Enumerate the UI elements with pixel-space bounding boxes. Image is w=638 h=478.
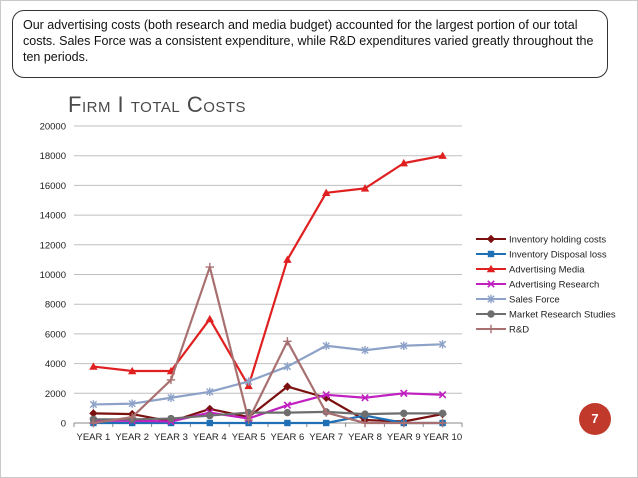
y-tick-label: 10000 <box>40 270 66 281</box>
data-point-inventory-disposal-loss <box>206 419 213 427</box>
y-tick-label: 14000 <box>40 211 66 222</box>
y-tick-label: 6000 <box>45 329 66 340</box>
series-line-inventory-disposal-loss <box>93 414 443 425</box>
data-point-r-d <box>89 418 98 428</box>
x-tick-label: YEAR 9 <box>387 432 421 443</box>
data-point-sales-force <box>128 399 136 408</box>
x-tick-label: YEAR 1 <box>77 432 111 443</box>
data-point-inventory-disposal-loss <box>284 419 291 427</box>
legend-marker-sales-force <box>487 294 495 304</box>
data-point-inventory-holding-costs <box>283 382 292 391</box>
y-tick-label: 0 <box>61 419 66 430</box>
data-point-market-research-studies <box>206 411 214 420</box>
legend-label-inventory-holding-costs: Inventory holding costs <box>509 235 606 246</box>
x-tick-label: YEAR 4 <box>193 432 227 443</box>
data-point-sales-force <box>400 341 408 350</box>
data-point-advertising-research <box>400 389 408 398</box>
data-point-advertising-media <box>360 184 370 192</box>
data-point-inventory-disposal-loss <box>129 419 136 427</box>
chart-title: Firm I total Costs <box>68 92 246 118</box>
data-point-sales-force <box>89 400 98 409</box>
legend-marker-market-research-studies <box>487 310 495 318</box>
legend-label-r-d: R&D <box>509 325 529 336</box>
data-point-sales-force <box>322 341 330 350</box>
series-line-advertising-media <box>93 154 443 387</box>
legend-label-market-research-studies: Market Research Studies <box>509 310 616 321</box>
data-point-r-d <box>438 418 447 428</box>
legend-label-advertising-media: Advertising Media <box>509 265 585 276</box>
data-point-inventory-disposal-loss <box>323 419 330 427</box>
series-line-sales-force <box>93 343 443 406</box>
data-point-r-d <box>244 415 253 425</box>
data-point-sales-force <box>206 387 214 397</box>
data-point-sales-force <box>244 377 253 386</box>
y-tick-label: 2000 <box>45 389 66 400</box>
data-point-sales-force <box>167 393 175 402</box>
legend-marker-advertising-media <box>486 264 496 273</box>
data-point-advertising-media <box>283 255 292 263</box>
x-tick-label: YEAR 8 <box>348 432 382 443</box>
legend-label-advertising-research: Advertising Research <box>509 280 599 291</box>
data-point-advertising-media <box>438 151 447 159</box>
data-point-advertising-media <box>89 362 98 370</box>
legend-marker-r-d <box>486 324 496 334</box>
data-point-r-d <box>322 408 331 417</box>
data-point-advertising-media <box>399 158 408 167</box>
series-line-market-research-studies <box>93 410 443 421</box>
data-point-market-research-studies <box>361 410 369 418</box>
data-point-inventory-disposal-loss <box>167 419 175 427</box>
data-point-sales-force <box>361 346 369 355</box>
data-point-sales-force <box>438 340 447 349</box>
y-tick-label: 12000 <box>40 240 66 251</box>
callout-text: Our advertising costs (both research and… <box>12 10 608 78</box>
legend-label-sales-force: Sales Force <box>509 295 560 306</box>
y-tick-label: 8000 <box>45 300 66 311</box>
chart-title-text: Firm I total Costs <box>68 92 247 117</box>
legend-label-inventory-disposal-loss: Inventory Disposal loss <box>509 250 607 261</box>
data-point-r-d <box>128 412 137 422</box>
data-point-advertising-research <box>283 401 292 409</box>
series-line-r-d <box>93 265 443 425</box>
y-tick-label: 18000 <box>40 151 66 162</box>
data-point-sales-force <box>283 362 292 371</box>
legend-marker-inventory-holding-costs <box>486 234 496 244</box>
data-point-r-d <box>399 418 408 428</box>
data-point-market-research-studies <box>438 409 447 418</box>
data-point-market-research-studies <box>283 408 292 417</box>
legend-marker-advertising-research <box>487 280 495 288</box>
data-point-market-research-studies <box>400 409 408 418</box>
data-point-advertising-media <box>322 188 331 197</box>
page-number-badge: 7 <box>579 403 611 435</box>
data-point-advertising-media <box>128 366 137 375</box>
x-tick-label: YEAR 3 <box>154 432 188 443</box>
data-point-advertising-research <box>322 391 330 399</box>
x-tick-label: YEAR 2 <box>115 432 149 443</box>
data-point-advertising-research <box>361 393 369 402</box>
x-tick-label: YEAR 5 <box>232 432 266 443</box>
x-tick-label: YEAR 7 <box>309 432 343 443</box>
data-point-advertising-media <box>205 314 214 323</box>
data-point-advertising-research <box>438 391 447 399</box>
y-tick-label: 4000 <box>45 359 66 370</box>
data-point-market-research-studies <box>167 414 175 423</box>
data-point-r-d <box>205 262 214 272</box>
series-line-inventory-holding-costs <box>93 385 443 423</box>
data-point-inventory-holding-costs <box>89 409 98 418</box>
x-tick-label: YEAR 10 <box>423 432 462 443</box>
y-tick-label: 16000 <box>40 181 66 192</box>
legend-marker-inventory-disposal-loss <box>487 250 495 258</box>
data-point-r-d <box>283 337 292 346</box>
data-point-r-d <box>360 418 370 428</box>
x-tick-label: YEAR 6 <box>271 432 305 443</box>
y-tick-label: 20000 <box>40 122 66 133</box>
data-point-r-d <box>166 375 176 385</box>
